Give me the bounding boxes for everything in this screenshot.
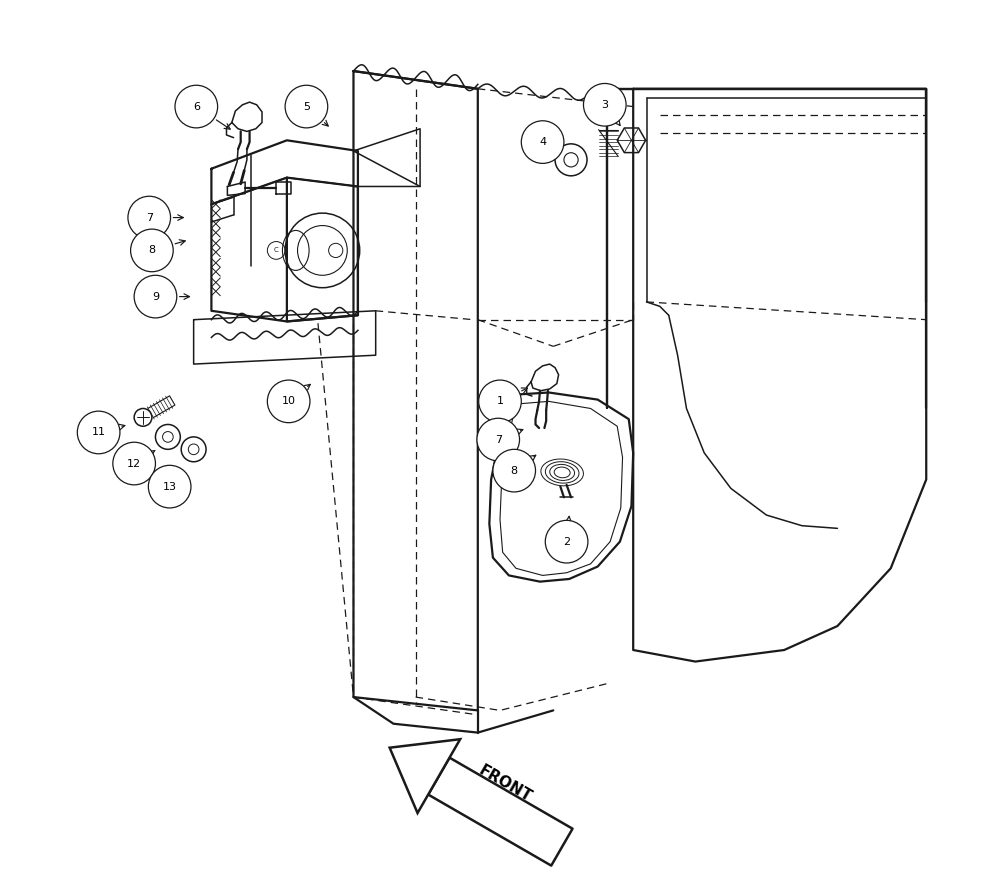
Polygon shape bbox=[390, 739, 460, 813]
Text: 10: 10 bbox=[282, 396, 296, 407]
Text: 6: 6 bbox=[193, 101, 200, 112]
Text: 7: 7 bbox=[495, 434, 502, 445]
Circle shape bbox=[583, 83, 626, 126]
Circle shape bbox=[477, 418, 520, 461]
Circle shape bbox=[175, 85, 218, 128]
Circle shape bbox=[131, 229, 173, 272]
Text: 1: 1 bbox=[497, 396, 504, 407]
Text: 7: 7 bbox=[146, 212, 153, 223]
Circle shape bbox=[545, 520, 588, 563]
Text: 13: 13 bbox=[163, 481, 177, 492]
Circle shape bbox=[479, 380, 521, 423]
Text: 8: 8 bbox=[511, 465, 518, 476]
Circle shape bbox=[134, 275, 177, 318]
Text: 11: 11 bbox=[92, 427, 106, 438]
Circle shape bbox=[128, 196, 171, 239]
Circle shape bbox=[267, 380, 310, 423]
Circle shape bbox=[493, 449, 536, 492]
Text: FRONT: FRONT bbox=[476, 762, 534, 805]
Text: 2: 2 bbox=[563, 536, 570, 547]
Circle shape bbox=[113, 442, 155, 485]
Circle shape bbox=[148, 465, 191, 508]
Text: 3: 3 bbox=[601, 99, 608, 110]
Circle shape bbox=[521, 121, 564, 163]
Text: 12: 12 bbox=[127, 458, 141, 469]
Text: C: C bbox=[274, 248, 279, 253]
Text: 8: 8 bbox=[148, 245, 155, 256]
Text: 4: 4 bbox=[539, 137, 546, 147]
Text: 9: 9 bbox=[152, 291, 159, 302]
Text: 5: 5 bbox=[303, 101, 310, 112]
Circle shape bbox=[77, 411, 120, 454]
Circle shape bbox=[285, 85, 328, 128]
